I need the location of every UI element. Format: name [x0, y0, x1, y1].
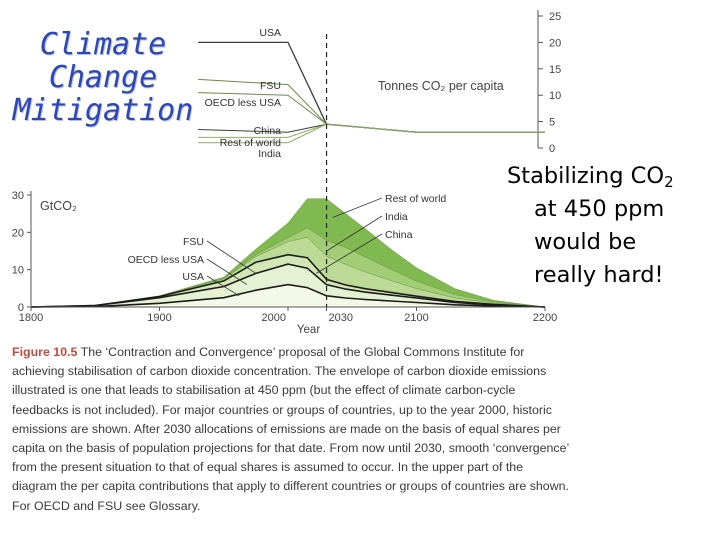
y-tick-label: 20 — [12, 227, 24, 239]
series-label-usa: USA — [182, 271, 204, 283]
slide-title-line: Climate — [39, 27, 167, 62]
callout-text: Stabilizing CO2 at 450 ppm would be real… — [507, 160, 674, 292]
x-tick-label: 2200 — [533, 312, 557, 324]
callout-subscript: 2 — [664, 173, 674, 191]
series-label-china: China — [385, 229, 413, 241]
per-capita-y-tick-label: 10 — [549, 90, 561, 102]
slide-title: Climate Change Mitigation — [12, 28, 194, 127]
per-capita-label-oecd-less-usa: OECD less USA — [205, 97, 281, 109]
callout-line: would be — [534, 229, 637, 255]
per-capita-y-tick-label: 5 — [549, 117, 555, 129]
leader-line-rest-of-world — [332, 197, 383, 218]
x-tick-label: 2000 — [262, 312, 286, 324]
leader-line-india — [326, 215, 383, 252]
series-label-oecd-less-usa: OECD less USA — [128, 254, 204, 266]
figure-number: Figure 10.5 — [12, 345, 78, 359]
per-capita-y-tick-label: 25 — [549, 11, 561, 23]
per-capita-y-tick-label: 0 — [549, 143, 555, 155]
x-tick-label: 1800 — [19, 312, 43, 324]
callout-line-text: Stabilizing CO — [507, 163, 665, 189]
figure-caption: Figure 10.5 The ‘Contraction and Converg… — [12, 343, 570, 516]
y-axis-label: GtCO₂ — [40, 199, 77, 213]
per-capita-label-usa: USA — [259, 27, 281, 39]
per-capita-y-tick-label: 15 — [549, 64, 561, 76]
leader-line-fsu — [206, 240, 257, 274]
callout-line: Stabilizing CO2 — [507, 160, 674, 193]
y-tick-label: 10 — [12, 265, 24, 277]
per-capita-label-rest-of-world: Rest of world — [220, 137, 281, 149]
series-label-india: India — [385, 211, 408, 223]
y-tick-label: 30 — [12, 190, 24, 202]
x-tick-label: 2100 — [404, 312, 428, 324]
per-capita-label-fsu: FSU — [260, 80, 281, 92]
x-tick-label: 2030 — [329, 312, 353, 324]
series-line-oecd-less-usa — [30, 263, 546, 308]
per-capita-label-india: India — [258, 148, 281, 160]
slide-title-line: Mitigation — [12, 93, 194, 128]
per-capita-y-tick-label: 20 — [549, 37, 561, 49]
series-label-rest-of-world: Rest of world — [385, 193, 446, 205]
callout-line: at 450 ppm — [534, 196, 665, 222]
leader-line-oecd-less-usa — [206, 258, 248, 285]
per-capita-axis-label: Tonnes CO₂ per capita — [378, 79, 504, 93]
callout-line: really hard! — [534, 262, 664, 288]
per-capita-label-china: China — [254, 125, 282, 137]
y-tick-label: 0 — [18, 302, 24, 314]
x-axis-label: Year — [297, 324, 320, 336]
slide-title-line: Change — [48, 60, 158, 95]
leader-line-china — [316, 233, 383, 274]
leader-line-usa — [206, 275, 240, 297]
figure-caption-text: The ‘Contraction and Convergence’ propos… — [12, 345, 569, 513]
x-tick-label: 1900 — [147, 312, 171, 324]
series-label-fsu: FSU — [183, 236, 204, 248]
